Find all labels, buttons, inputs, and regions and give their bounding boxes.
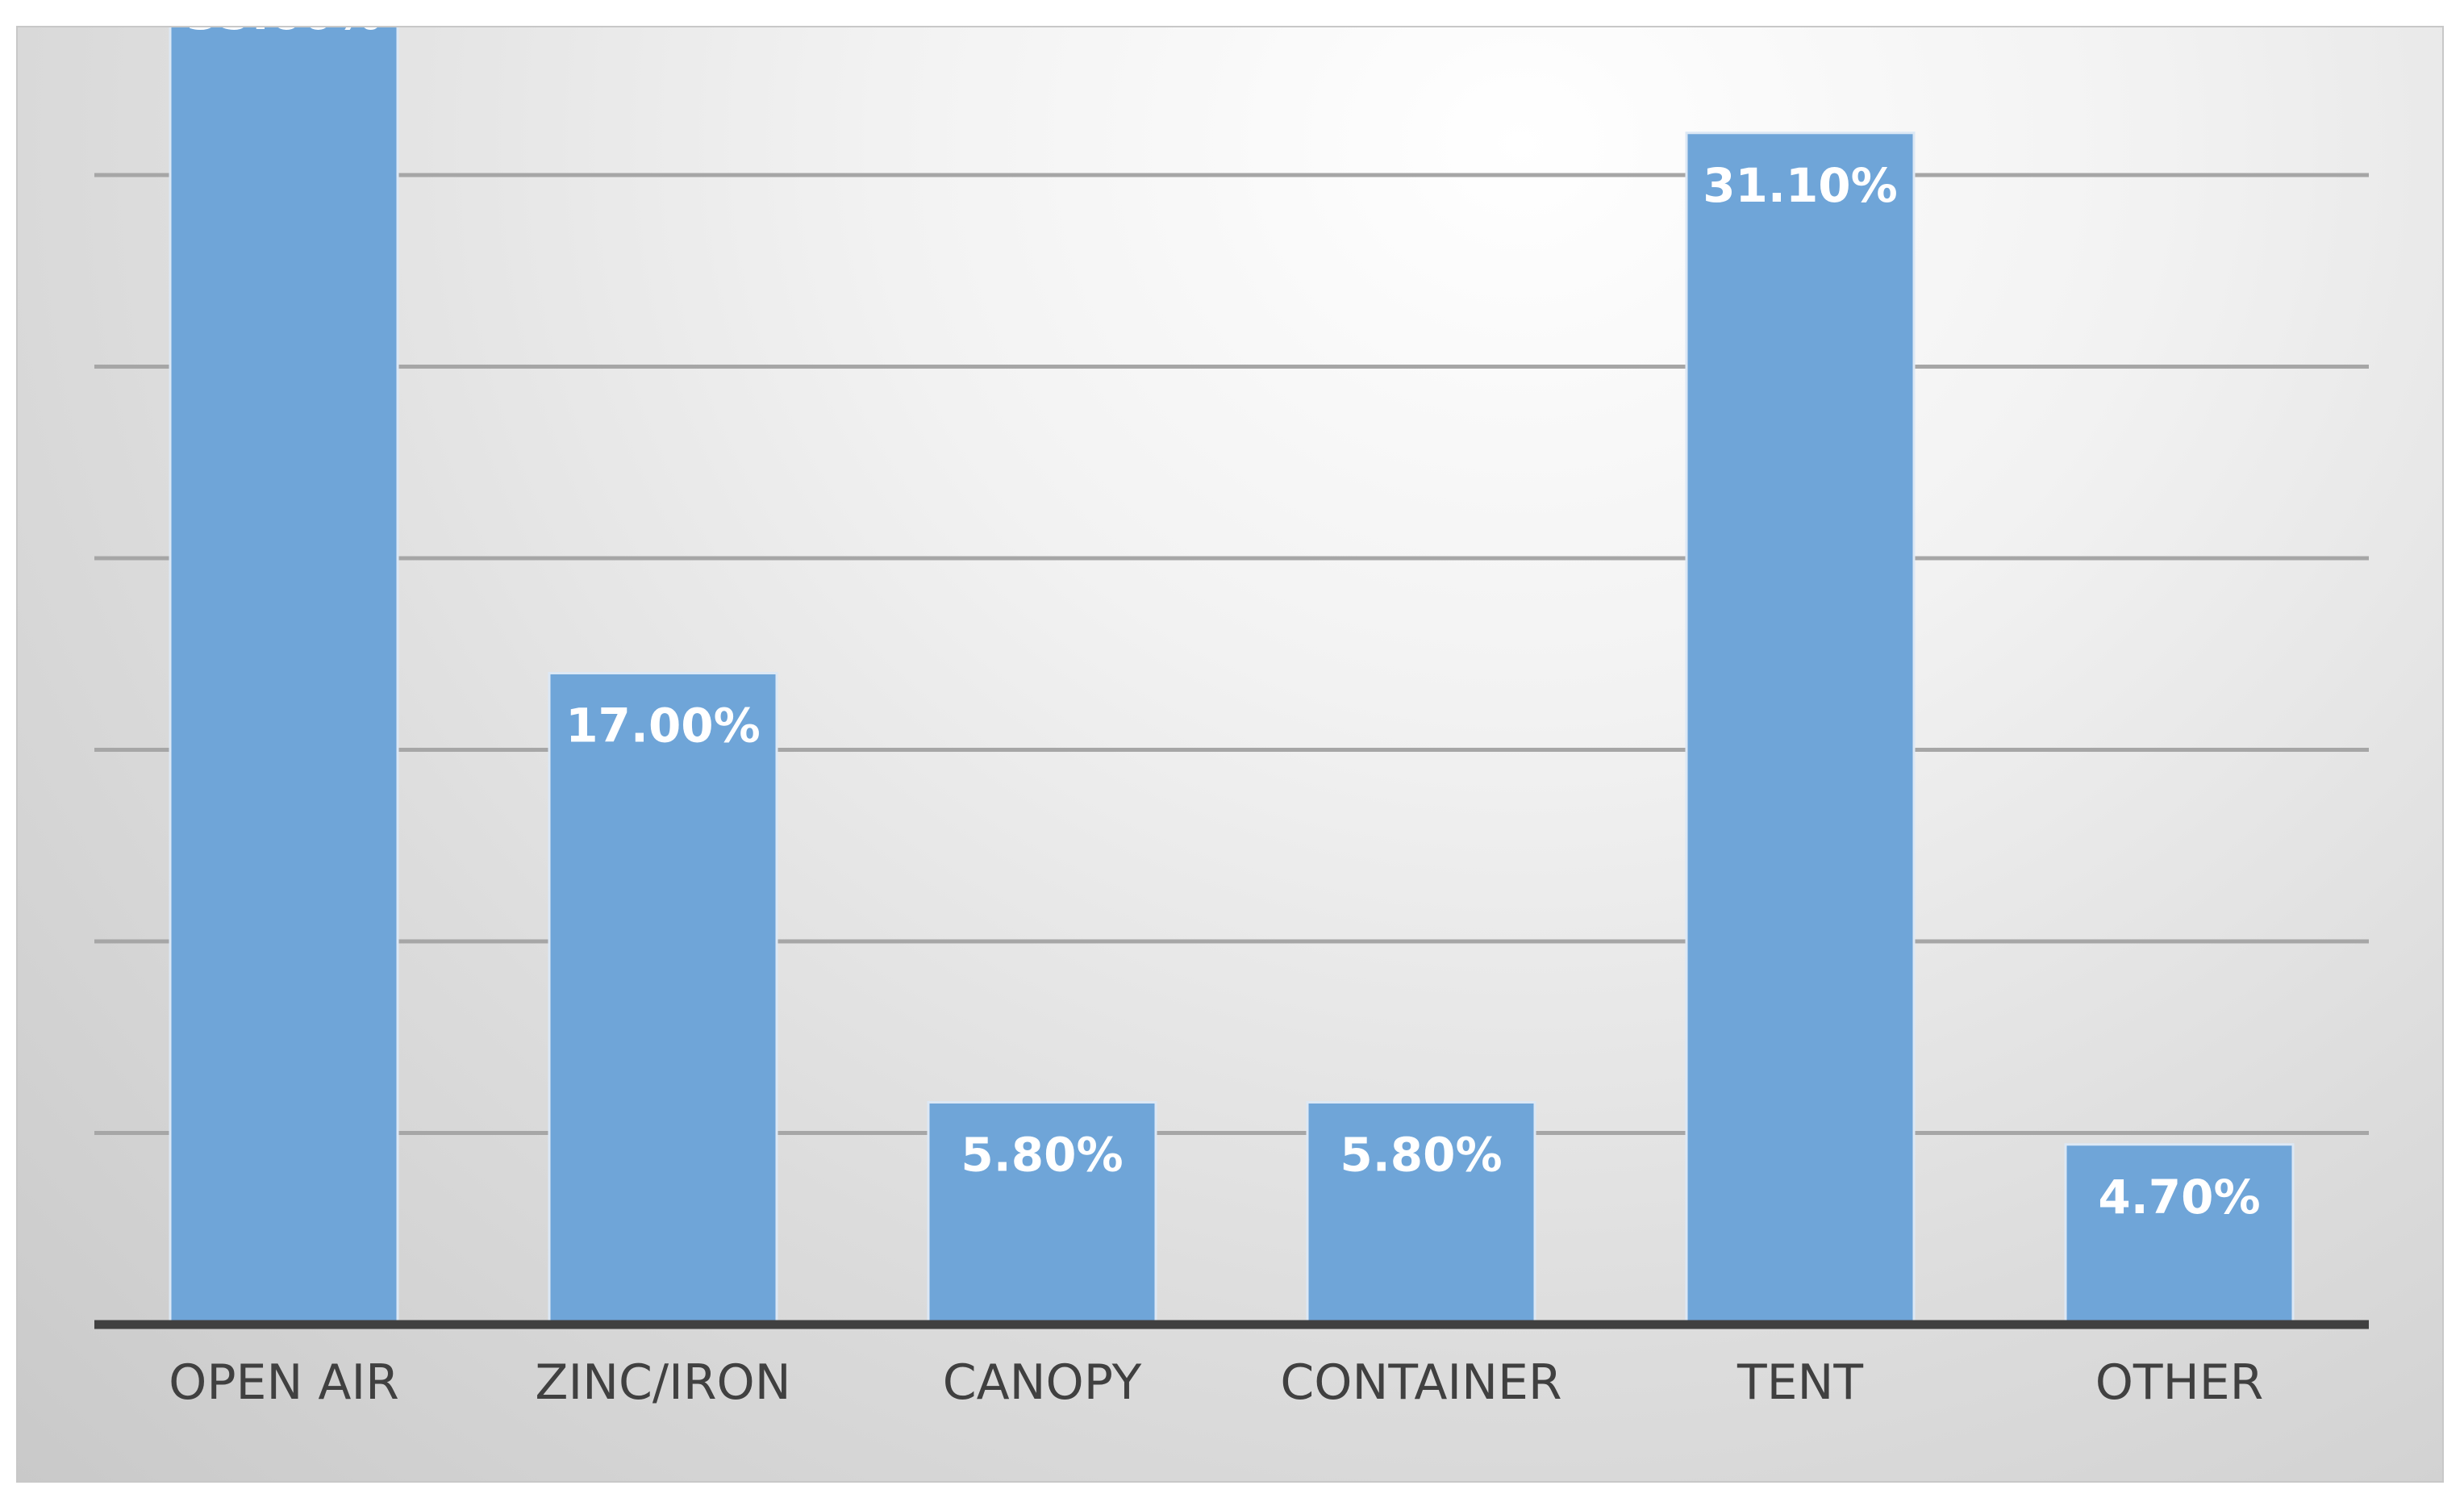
data-label: 5.80%	[961, 1128, 1123, 1183]
gridlines	[94, 173, 2369, 1135]
category-label: TENT	[1736, 1354, 1863, 1411]
bar	[169, 27, 399, 1326]
category-label: CANOPY	[943, 1354, 1142, 1411]
data-label: 17.00%	[565, 699, 761, 753]
chart-frame: 35.60% 17.00% 5.80% 5.80% 31.10% 4.70% OPEN A…	[16, 26, 2444, 1483]
category-label: ZINC/IRON	[535, 1354, 790, 1411]
category-label: CONTAINER	[1280, 1354, 1561, 1411]
data-labels: 35.60% 17.00% 5.80% 5.80% 31.10% 4.70%	[186, 27, 2260, 1225]
category-labels: OPEN AIR ZINC/IRON CANOPY CONTAINER TENT OTHE…	[169, 1354, 2263, 1411]
category-label: OTHER	[2095, 1354, 2264, 1411]
category-label: OPEN AIR	[169, 1354, 399, 1411]
bar	[1685, 131, 1916, 1326]
bars	[169, 27, 2295, 1326]
data-label: 35.60%	[186, 27, 381, 40]
bar	[548, 672, 778, 1326]
data-label: 5.80%	[1340, 1128, 1502, 1183]
bar	[2064, 1143, 2295, 1326]
data-label: 4.70%	[2098, 1170, 2260, 1225]
bar	[1306, 1101, 1536, 1326]
bar-chart: 35.60% 17.00% 5.80% 5.80% 31.10% 4.70% OPEN A…	[94, 27, 2369, 1411]
data-label: 31.10%	[1703, 158, 1898, 213]
